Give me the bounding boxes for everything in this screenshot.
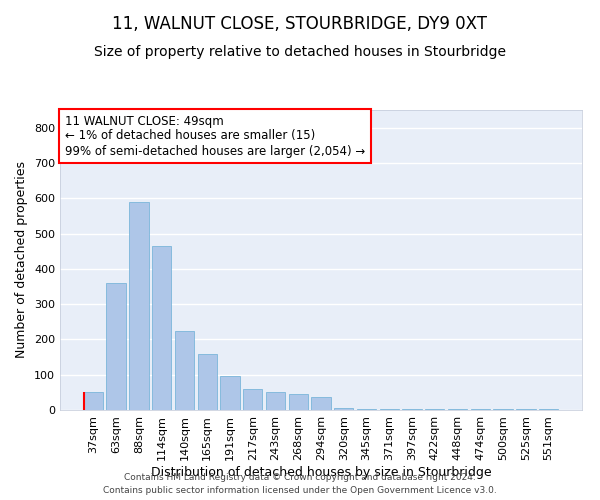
- Bar: [357, 409, 376, 410]
- Bar: [129, 202, 149, 410]
- Text: 11, WALNUT CLOSE, STOURBRIDGE, DY9 0XT: 11, WALNUT CLOSE, STOURBRIDGE, DY9 0XT: [113, 15, 487, 33]
- Bar: [243, 389, 262, 410]
- Bar: [311, 396, 331, 410]
- Bar: [266, 392, 285, 410]
- Bar: [334, 408, 353, 410]
- Text: Contains HM Land Registry data © Crown copyright and database right 2024.: Contains HM Land Registry data © Crown c…: [124, 474, 476, 482]
- Text: Contains public sector information licensed under the Open Government Licence v3: Contains public sector information licen…: [103, 486, 497, 495]
- Bar: [106, 283, 126, 410]
- Bar: [152, 246, 172, 410]
- Bar: [516, 408, 536, 410]
- X-axis label: Distribution of detached houses by size in Stourbridge: Distribution of detached houses by size …: [151, 466, 491, 478]
- Bar: [197, 354, 217, 410]
- Bar: [220, 376, 239, 410]
- Text: 11 WALNUT CLOSE: 49sqm
← 1% of detached houses are smaller (15)
99% of semi-deta: 11 WALNUT CLOSE: 49sqm ← 1% of detached …: [65, 114, 365, 158]
- Bar: [175, 330, 194, 410]
- Bar: [84, 392, 103, 410]
- Bar: [289, 394, 308, 410]
- Bar: [470, 408, 490, 410]
- Text: Size of property relative to detached houses in Stourbridge: Size of property relative to detached ho…: [94, 45, 506, 59]
- Y-axis label: Number of detached properties: Number of detached properties: [16, 162, 28, 358]
